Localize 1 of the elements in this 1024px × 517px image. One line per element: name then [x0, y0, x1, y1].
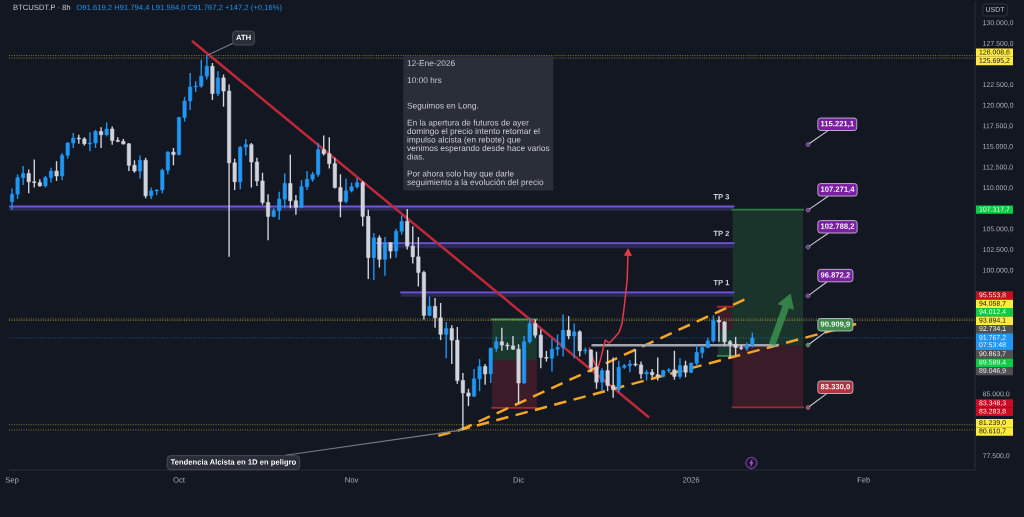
text: 12-Ene-2026 10:00 hrs Seguimos en Long. En la apertura de futuros de ayer domingo el precio intento retomar el impulso alcista (en rebote) que venimos esperando desde hace varios dias. Por ahora solo hay que darle seguimiento a la evolución del precio — [407, 60, 550, 187]
